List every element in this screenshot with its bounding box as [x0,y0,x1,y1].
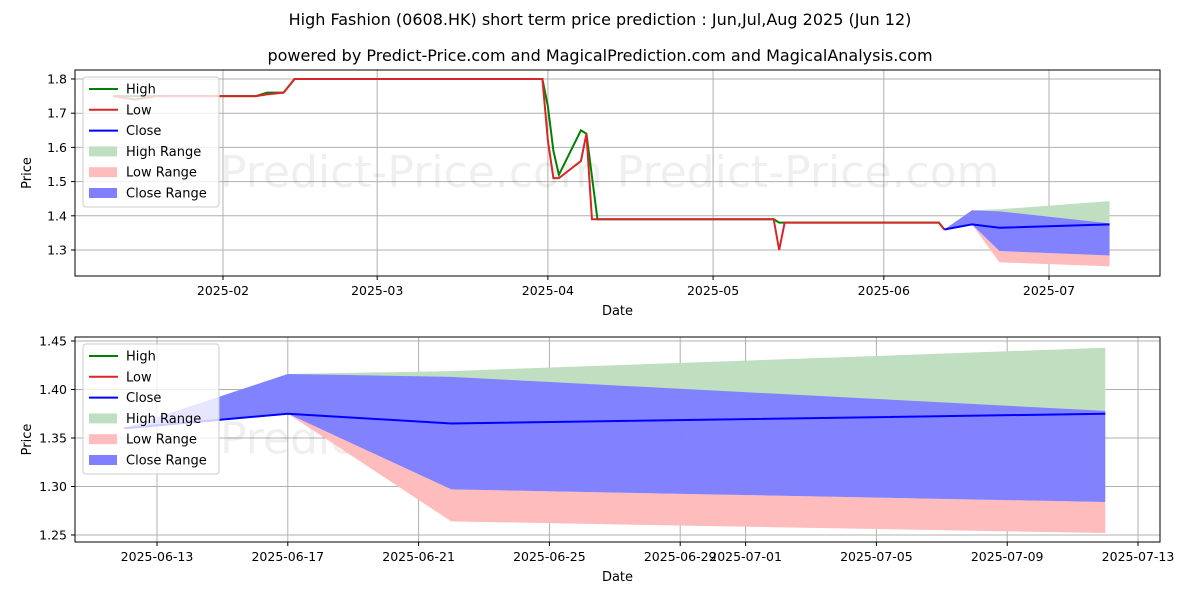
y-tick-label: 1.25 [39,528,67,543]
chart-subtitle: powered by Predict-Price.com and Magical… [267,46,933,65]
x-tick-label: 2025-06-29 [644,549,717,564]
low-range-legend-swatch [89,434,117,445]
y-axis-label: Price [20,157,35,189]
legend-label: Close [126,391,161,406]
legend-label: Low [126,103,152,118]
low-range-band [944,224,1110,267]
y-tick-label: 1.30 [39,479,67,494]
x-tick-label: 2025-05 [687,283,739,298]
bottom-chart: 1.25 1.30 1.35 1.40 1.45 2025-06-13 2025-06-17… [20,334,1174,586]
y-axis-label: Price [20,424,35,456]
low-range-legend-swatch [89,167,117,178]
y-tick-label: 1.3 [47,243,67,258]
x-tick-label: 2025-07-13 [1102,549,1175,564]
x-tick-label: 2025-07-05 [840,549,913,564]
x-tick-label: 2025-03 [351,283,403,298]
y-tick-label: 1.4 [47,208,67,223]
x-tick-label: 2025-06-13 [121,549,194,564]
x-tick-label: 2025-07 [1023,283,1075,298]
low-line [112,78,946,251]
low-range-band [124,413,1106,534]
legend-label: High Range [126,412,201,427]
high-range-legend-swatch [89,413,117,424]
watermark: Predict-Price.com Predict-Price.com [220,147,999,198]
y-tick-label: 1.40 [39,382,67,397]
close-range-legend-swatch [89,188,117,198]
y-tick-label: 1.35 [39,431,67,446]
legend-label: Low Range [126,433,197,448]
legend-label: Close [126,124,161,139]
legend-label: High Range [126,145,201,160]
y-tick-label: 1.7 [47,106,67,121]
chart-title: High Fashion (0608.HK) short term price … [288,10,912,29]
legend-label: Close Range [126,454,207,469]
legend: High Low Close High Range Low Range Close Ran… [82,76,220,208]
x-axis-label: Date [602,570,633,585]
y-tick-label: 1.45 [39,334,67,349]
legend: High Low Close High Range Low Range Close Ran… [82,343,220,475]
legend-label: Close Range [126,187,207,202]
close-line [944,223,1110,231]
legend-label: High [126,83,156,98]
y-tick-label: 1.5 [47,174,67,189]
x-tick-label: 2025-04 [522,283,574,298]
x-tick-label: 2025-06-17 [251,549,324,564]
high-range-legend-swatch [89,146,117,157]
x-tick-label: 2025-06-25 [513,549,586,564]
plot-frame [74,336,1161,543]
x-tick-label: 2025-07-09 [971,549,1044,564]
x-tick-label: 2025-07-01 [709,549,782,564]
x-tick-label: 2025-06-21 [382,549,455,564]
x-axis-label: Date [602,304,633,319]
legend-label: Low [126,370,152,385]
close-range-band [944,210,1110,256]
x-tick-label: 2025-06 [858,283,910,298]
close-range-band [124,373,1106,503]
plot-frame [74,69,1161,277]
close-range-legend-swatch [89,455,117,465]
top-chart: 1.3 1.4 1.5 1.6 1.7 1.8 2025-02 2025-03 2025-04 2… [20,69,1161,319]
y-tick-label: 1.6 [47,140,67,155]
y-tick-label: 1.8 [47,72,67,87]
x-tick-label: 2025-02 [197,283,249,298]
legend-label: Low Range [126,166,197,181]
legend-label: High [126,350,156,365]
